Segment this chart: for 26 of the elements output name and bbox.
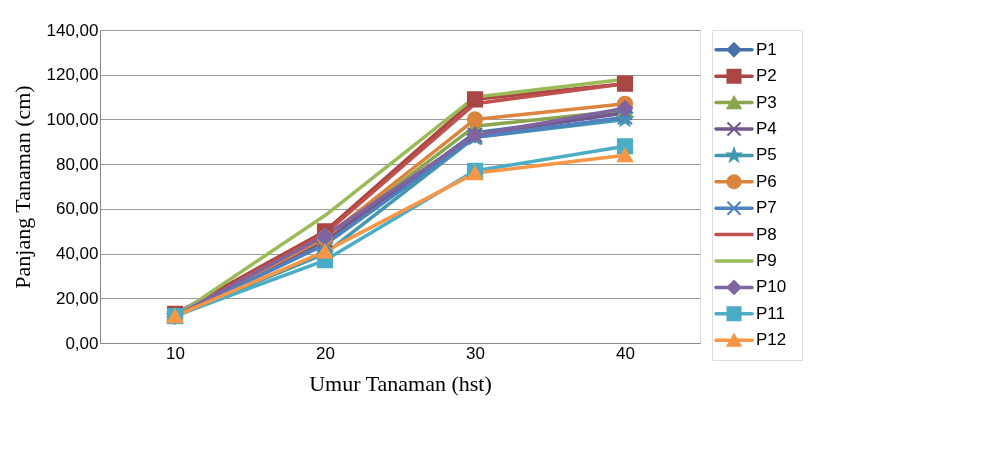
y-tick-label: 120,00 <box>46 65 99 85</box>
y-axis-title: Panjang Tanaman (cm) <box>9 85 35 289</box>
y-tick-label: 40,00 <box>55 244 99 264</box>
x-tick-label: 20 <box>316 343 335 363</box>
legend-label: P2 <box>756 66 777 86</box>
y-tick-label: 100,00 <box>46 109 99 129</box>
x-axis-title: Umur Tanaman (hst) <box>309 370 492 396</box>
legend-label: P10 <box>756 277 787 297</box>
y-tick-label: 80,00 <box>55 154 99 174</box>
legend-label: P3 <box>756 92 777 112</box>
legend-label: P12 <box>756 330 787 350</box>
x-tick-label: 40 <box>616 343 635 363</box>
legend-label: P5 <box>756 145 777 165</box>
y-tick-label: 0,00 <box>65 333 99 353</box>
legend-label: P7 <box>756 198 777 218</box>
legend-label: P11 <box>756 303 785 323</box>
legend-label: P9 <box>756 251 777 270</box>
legend-label: P1 <box>756 39 777 59</box>
legend-label: P4 <box>756 119 777 138</box>
legend-label: P8 <box>756 224 777 244</box>
x-tick-label: 10 <box>166 343 185 363</box>
y-tick-label: 60,00 <box>55 199 99 219</box>
y-tick-label: 20,00 <box>55 288 99 308</box>
legend-label: P6 <box>756 171 777 191</box>
y-tick-label: 140,00 <box>46 20 99 40</box>
x-tick-label: 30 <box>466 343 485 363</box>
